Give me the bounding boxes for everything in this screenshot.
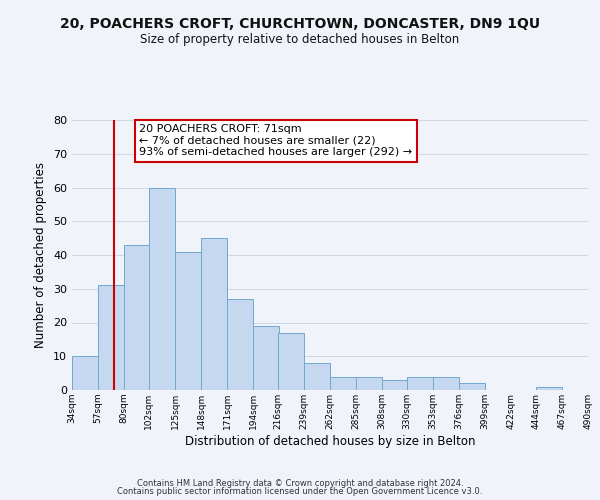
Bar xyxy=(253,326,279,390)
Bar xyxy=(201,238,227,390)
Bar xyxy=(407,376,433,390)
Bar xyxy=(278,332,304,390)
Bar xyxy=(459,383,485,390)
Bar xyxy=(382,380,408,390)
Bar xyxy=(98,286,124,390)
X-axis label: Distribution of detached houses by size in Belton: Distribution of detached houses by size … xyxy=(185,434,475,448)
Bar xyxy=(356,376,382,390)
Bar xyxy=(304,363,330,390)
Bar xyxy=(227,299,253,390)
Bar xyxy=(72,356,98,390)
Text: Size of property relative to detached houses in Belton: Size of property relative to detached ho… xyxy=(140,32,460,46)
Y-axis label: Number of detached properties: Number of detached properties xyxy=(34,162,47,348)
Bar xyxy=(536,386,562,390)
Bar xyxy=(149,188,175,390)
Text: 20 POACHERS CROFT: 71sqm
← 7% of detached houses are smaller (22)
93% of semi-de: 20 POACHERS CROFT: 71sqm ← 7% of detache… xyxy=(139,124,412,157)
Text: 20, POACHERS CROFT, CHURCHTOWN, DONCASTER, DN9 1QU: 20, POACHERS CROFT, CHURCHTOWN, DONCASTE… xyxy=(60,18,540,32)
Bar xyxy=(175,252,201,390)
Text: Contains HM Land Registry data © Crown copyright and database right 2024.: Contains HM Land Registry data © Crown c… xyxy=(137,478,463,488)
Text: Contains public sector information licensed under the Open Government Licence v3: Contains public sector information licen… xyxy=(118,487,482,496)
Bar xyxy=(124,245,150,390)
Bar xyxy=(433,376,459,390)
Bar xyxy=(330,376,356,390)
